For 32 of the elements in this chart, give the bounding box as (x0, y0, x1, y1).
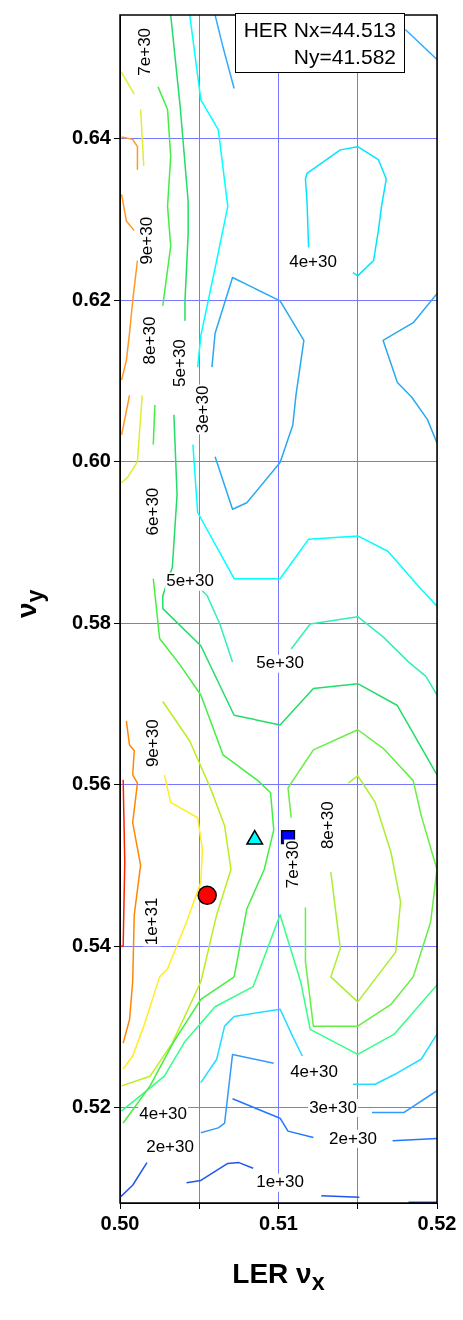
annotation: 2e+30 (146, 1136, 194, 1156)
annotation: 9e+30 (142, 719, 162, 768)
annotation: 9e+30 (136, 216, 156, 265)
annotation: 2e+30 (329, 1128, 377, 1148)
x-axis-title: LER ν$_{x}$ (231, 1258, 326, 1296)
annotation: 7e+30 (134, 27, 154, 76)
y-tick-label: 0.62 (72, 287, 111, 310)
annotation: 3e+30 (309, 1097, 357, 1117)
annotation: Ny=41.582 (292, 44, 396, 70)
y-tick-label: 0.54 (72, 933, 112, 956)
y-tick-label: 0.64 (72, 126, 112, 149)
annotation: 4e+30 (289, 251, 337, 271)
annotation: HER Nx=44.513 (243, 17, 396, 43)
annotation: 4e+30 (290, 1062, 338, 1082)
y-tick-label: 0.56 (72, 772, 111, 795)
y-tick-label: 0.60 (72, 449, 111, 472)
x-tick-label: 0.51 (259, 1211, 298, 1234)
annotation: 8e+30 (317, 801, 337, 850)
annotation: 6e+30 (142, 487, 162, 536)
y-tick-label: 0.58 (72, 610, 111, 633)
x-tick-label: 0.52 (417, 1211, 457, 1234)
annotation: 7e+30 (282, 840, 302, 889)
x-tick-label: 0.50 (100, 1211, 140, 1234)
annotation: 3e+30 (192, 385, 212, 434)
annotation: 8e+30 (139, 316, 159, 365)
annotation: 5e+30 (166, 571, 214, 591)
annotation: 5e+30 (256, 653, 304, 673)
annotation: 1e+30 (256, 1172, 304, 1192)
y-tick-label: 0.52 (72, 1095, 111, 1118)
annotation: 1e+31 (141, 897, 161, 946)
annotation: 5e+30 (169, 339, 189, 387)
annotation: 4e+30 (139, 1103, 187, 1123)
